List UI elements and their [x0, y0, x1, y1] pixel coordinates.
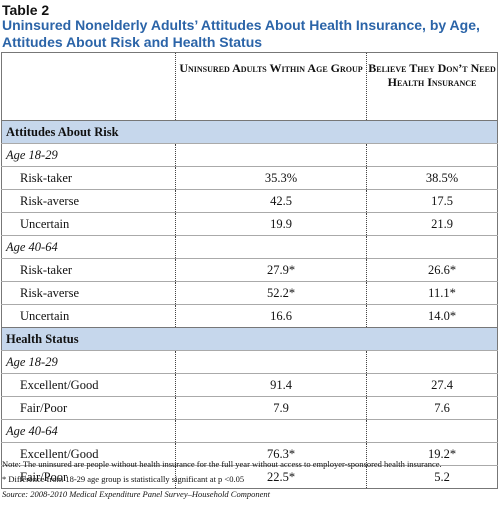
group-label: Age 18-29: [1, 350, 176, 374]
data-table: Uninsured Adults Within Age Group Believ…: [1, 52, 498, 489]
data-row: Risk-taker 35.3% 38.5%: [1, 166, 498, 190]
notes: Note: The uninsured are people without h…: [2, 459, 498, 504]
table-label: Table 2: [2, 2, 50, 18]
value-cell: 11.1*: [366, 281, 498, 305]
row-label: Fair/Poor: [1, 396, 176, 420]
cell: [366, 143, 498, 167]
group-row: Age 40-64: [1, 235, 498, 259]
value-cell: 16.6: [175, 304, 367, 328]
data-row: Excellent/Good 91.4 27.4: [1, 373, 498, 397]
note: * Difference from 18-29 age group is sta…: [2, 474, 245, 484]
cell: [366, 419, 498, 443]
value-cell: 22.5*: [175, 465, 367, 489]
row-label: Excellent/Good: [1, 373, 176, 397]
value-cell: 27.4: [366, 373, 498, 397]
table-title: Uninsured Nonelderly Adults’ Attitudes A…: [2, 17, 480, 50]
row-label: Excellent/Good: [1, 442, 176, 466]
value-cell: 35.3%: [175, 166, 367, 190]
section-title: Attitudes About Risk: [1, 120, 498, 144]
group-row: Age 18-29: [1, 143, 498, 167]
cell: [175, 350, 367, 374]
value-cell: 7.6: [366, 396, 498, 420]
row-label: Uncertain: [1, 304, 176, 328]
cell: [175, 235, 367, 259]
value-cell: 27.9*: [175, 258, 367, 282]
group-label: Age 40-64: [1, 235, 176, 259]
cell: [175, 143, 367, 167]
data-row: Uncertain 19.9 21.9: [1, 212, 498, 236]
column-header: Believe They Don’t Need Health Insurance: [366, 52, 498, 121]
section-title: Health Status: [1, 327, 498, 351]
row-label: Risk-averse: [1, 281, 176, 305]
value-cell: 21.9: [366, 212, 498, 236]
section-row: Health Status: [1, 327, 498, 351]
value-cell: 5.2: [366, 465, 498, 489]
row-label: Risk-taker: [1, 166, 176, 190]
value-cell: 19.2*: [366, 442, 498, 466]
value-cell: 76.3*: [175, 442, 367, 466]
value-cell: 17.5: [366, 189, 498, 213]
value-cell: 26.6*: [366, 258, 498, 282]
data-row: Excellent/Good 76.3* 19.2*: [1, 442, 498, 466]
note: Source: 2008-2010 Medical Expenditure Pa…: [2, 489, 270, 499]
group-row: Age 40-64: [1, 419, 498, 443]
cell: [175, 419, 367, 443]
value-cell: 52.2*: [175, 281, 367, 305]
row-label: Risk-taker: [1, 258, 176, 282]
group-label: Age 18-29: [1, 143, 176, 167]
value-cell: 19.9: [175, 212, 367, 236]
value-cell: 42.5: [175, 189, 367, 213]
data-row: Risk-taker 27.9* 26.6*: [1, 258, 498, 282]
value-cell: 7.9: [175, 396, 367, 420]
value-cell: 38.5%: [366, 166, 498, 190]
row-label: Uncertain: [1, 212, 176, 236]
data-row: Uncertain 16.6 14.0*: [1, 304, 498, 328]
cell: [366, 235, 498, 259]
data-row: Fair/Poor 22.5* 5.2: [1, 465, 498, 489]
data-row: Fair/Poor 7.9 7.6: [1, 396, 498, 420]
group-label: Age 40-64: [1, 419, 176, 443]
data-row: Risk-averse 42.5 17.5: [1, 189, 498, 213]
section-row: Attitudes About Risk: [1, 120, 498, 144]
row-label: Fair/Poor: [1, 465, 176, 489]
header-row: Uninsured Adults Within Age Group Believ…: [2, 52, 498, 121]
row-label: Risk-averse: [1, 189, 176, 213]
note: Note: The uninsured are people without h…: [2, 459, 442, 469]
group-row: Age 18-29: [1, 350, 498, 374]
column-header: Uninsured Adults Within Age Group: [175, 52, 367, 121]
header-cell: [2, 53, 176, 121]
cell: [366, 350, 498, 374]
value-cell: 91.4: [175, 373, 367, 397]
data-row: Risk-averse 52.2* 11.1*: [1, 281, 498, 305]
value-cell: 14.0*: [366, 304, 498, 328]
